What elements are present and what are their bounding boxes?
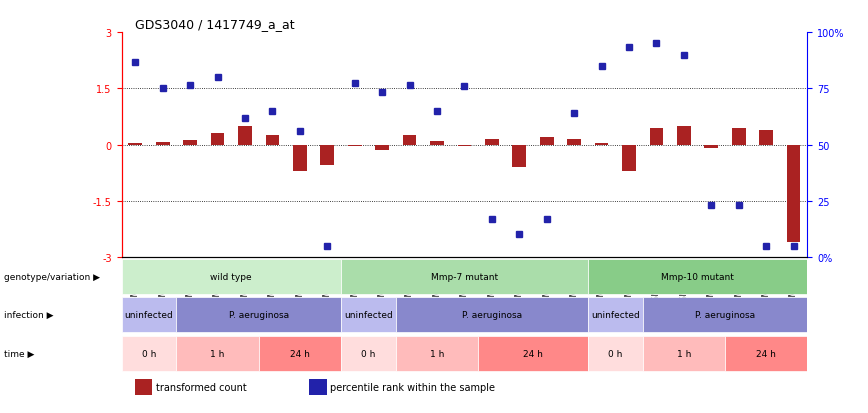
Bar: [135, 379, 153, 395]
Bar: [238, 126, 252, 145]
Bar: [677, 126, 691, 145]
Bar: [705, 145, 718, 149]
FancyBboxPatch shape: [396, 336, 478, 371]
Text: wild type: wild type: [210, 272, 252, 281]
Text: genotype/variation ▶: genotype/variation ▶: [4, 272, 101, 281]
Text: 24 h: 24 h: [523, 349, 542, 358]
Bar: [568, 140, 581, 145]
Text: time ▶: time ▶: [4, 349, 35, 358]
Bar: [293, 145, 306, 171]
Text: 1 h: 1 h: [677, 349, 691, 358]
Bar: [266, 136, 279, 145]
Bar: [156, 142, 169, 145]
FancyBboxPatch shape: [341, 298, 396, 332]
Text: infection ▶: infection ▶: [4, 311, 54, 320]
Bar: [786, 145, 800, 242]
FancyBboxPatch shape: [122, 298, 176, 332]
FancyBboxPatch shape: [478, 336, 588, 371]
FancyBboxPatch shape: [122, 259, 341, 294]
Text: P. aeruginosa: P. aeruginosa: [462, 311, 522, 320]
Text: 0 h: 0 h: [608, 349, 622, 358]
FancyBboxPatch shape: [588, 259, 807, 294]
Bar: [622, 145, 635, 171]
Bar: [128, 143, 142, 145]
Text: 1 h: 1 h: [430, 349, 444, 358]
FancyBboxPatch shape: [122, 336, 176, 371]
Text: 0 h: 0 h: [141, 349, 156, 358]
FancyBboxPatch shape: [642, 298, 807, 332]
Bar: [540, 138, 554, 145]
Bar: [457, 145, 471, 147]
FancyBboxPatch shape: [725, 336, 807, 371]
Bar: [485, 140, 499, 145]
Text: Mmp-10 mutant: Mmp-10 mutant: [661, 272, 734, 281]
FancyBboxPatch shape: [176, 298, 341, 332]
Text: 24 h: 24 h: [290, 349, 310, 358]
Bar: [183, 141, 197, 145]
Text: uninfected: uninfected: [344, 311, 392, 320]
Bar: [431, 142, 444, 145]
Text: uninfected: uninfected: [125, 311, 174, 320]
Bar: [309, 379, 326, 395]
Text: Mmp-7 mutant: Mmp-7 mutant: [431, 272, 498, 281]
Text: percentile rank within the sample: percentile rank within the sample: [330, 382, 495, 392]
Bar: [760, 130, 773, 145]
FancyBboxPatch shape: [259, 336, 341, 371]
Bar: [320, 145, 334, 166]
FancyBboxPatch shape: [396, 298, 588, 332]
Bar: [649, 128, 663, 145]
Text: P. aeruginosa: P. aeruginosa: [228, 311, 289, 320]
FancyBboxPatch shape: [176, 336, 259, 371]
Bar: [512, 145, 526, 168]
Text: transformed count: transformed count: [156, 382, 247, 392]
Bar: [403, 136, 417, 145]
Text: 1 h: 1 h: [210, 349, 225, 358]
FancyBboxPatch shape: [642, 336, 725, 371]
FancyBboxPatch shape: [341, 336, 396, 371]
Bar: [375, 145, 389, 151]
Bar: [211, 134, 225, 145]
Text: 24 h: 24 h: [756, 349, 776, 358]
FancyBboxPatch shape: [341, 259, 588, 294]
FancyBboxPatch shape: [588, 336, 642, 371]
Bar: [595, 143, 608, 145]
Bar: [732, 128, 746, 145]
Text: uninfected: uninfected: [591, 311, 640, 320]
FancyBboxPatch shape: [588, 298, 642, 332]
Bar: [348, 145, 362, 147]
Text: 0 h: 0 h: [361, 349, 376, 358]
Text: P. aeruginosa: P. aeruginosa: [695, 311, 755, 320]
Text: GDS3040 / 1417749_a_at: GDS3040 / 1417749_a_at: [135, 17, 295, 31]
